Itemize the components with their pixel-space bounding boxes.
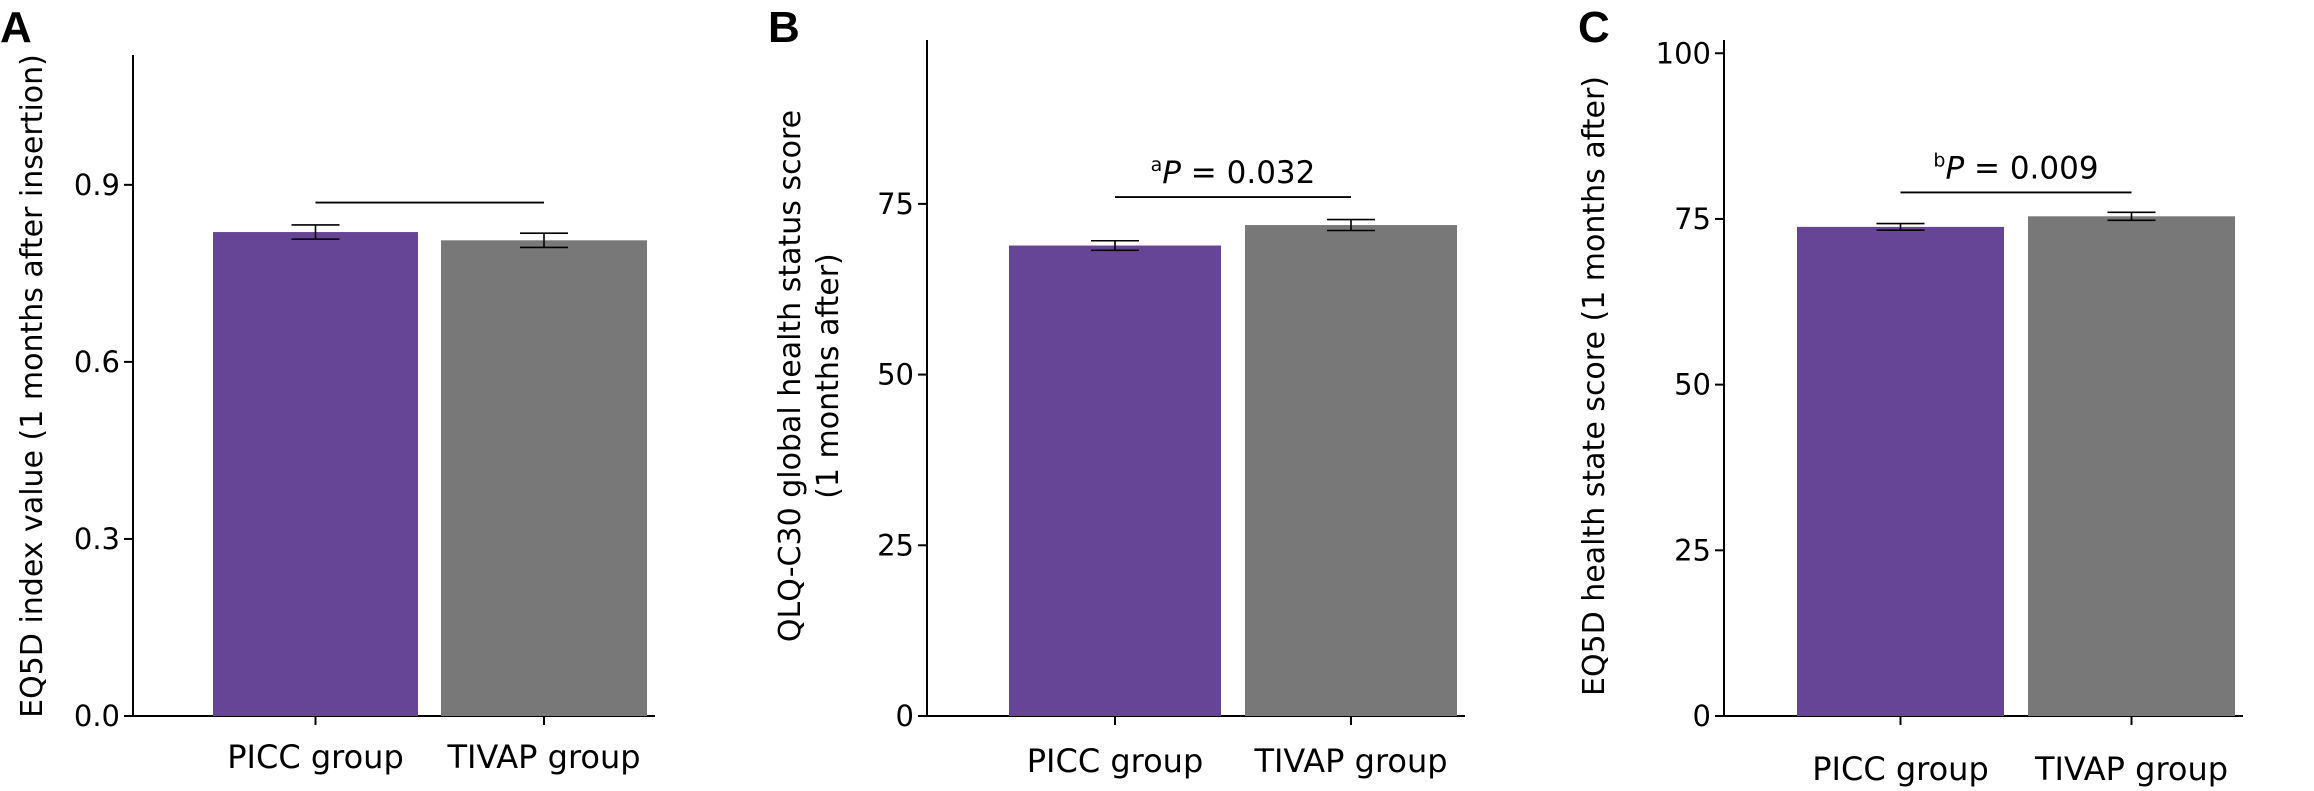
panel-b-y-tick-label: 50 — [877, 358, 914, 392]
panel-a-bar-tivap — [441, 240, 647, 716]
panel-a-chart: 0.0 0.3 0.6 0.9 PICC group TIVAP group EQ5D in… — [15, 54, 655, 776]
panel-a-y-tick-label: 0.9 — [74, 168, 120, 202]
panel-b-significance-label: aP = 0.032 — [1151, 154, 1316, 191]
panel-c-y-tick-label: 50 — [1674, 368, 1711, 402]
panel-a-category-label: TIVAP group — [446, 738, 640, 776]
panel-c-significance-p: P — [1945, 150, 1964, 186]
panel-c-significance-superscript: b — [1933, 149, 1945, 171]
panel-a-category-label: PICC group — [227, 738, 404, 776]
panel-b-chart: 0 25 50 75 PICC group TIVAP group aP = 0.032 QL… — [773, 40, 1465, 780]
panel-c-y-tick-label: 0 — [1693, 699, 1711, 733]
panel-c-significance-label: bP = 0.009 — [1933, 149, 2098, 186]
panel-a-y-tick-label: 0.3 — [74, 522, 120, 556]
panel-c-category-label: TIVAP group — [2034, 750, 2228, 788]
panel-c-chart: 0 25 50 75 100 PICC group TIVAP group bP = 0.00… — [1577, 36, 2243, 788]
panel-a-bar-picc — [213, 232, 418, 716]
panel-c-y-tick-label: 75 — [1674, 202, 1711, 236]
panel-c-significance-value: = 0.009 — [1964, 150, 2098, 186]
panel-b-y-axis-label: QLQ-C30 global health status score (1 mon… — [773, 110, 846, 642]
panel-b-significance-value: = 0.032 — [1181, 155, 1315, 191]
panel-c-y-tick-label: 25 — [1674, 533, 1711, 567]
panel-letter-c: C — [1578, 3, 1610, 52]
panel-a-y-tick-label: 0.6 — [74, 345, 120, 379]
panel-b-y-tick-label: 25 — [877, 528, 914, 562]
panel-b-significance-p: P — [1162, 155, 1181, 191]
panel-b-bar-picc — [1009, 245, 1221, 716]
panel-a-y-axis-label: EQ5D index value (1 months after inserti… — [15, 54, 50, 718]
panel-b-y-axis-label-line: QLQ-C30 global health status score — [773, 110, 808, 642]
panel-b-category-label: PICC group — [1027, 742, 1204, 780]
panel-letter-b: B — [768, 3, 800, 52]
panel-letter-a: A — [0, 3, 32, 52]
panel-b-significance-superscript: a — [1151, 154, 1163, 176]
panel-b-y-tick-label: 75 — [877, 187, 914, 221]
panel-c-bar-picc — [1797, 226, 2004, 717]
panel-c-bar-tivap — [2028, 216, 2235, 716]
panel-b-category-label: TIVAP group — [1253, 742, 1447, 780]
panel-c-y-axis-label: EQ5D health state score (1 months after) — [1577, 76, 1612, 696]
panel-c-y-tick-label: 100 — [1656, 36, 1711, 70]
panel-b-y-tick-label: 0 — [896, 699, 914, 733]
panel-b-y-axis-label-line: (1 months after) — [811, 253, 846, 499]
panel-c-category-label: PICC group — [1812, 750, 1989, 788]
panel-a-y-tick-label: 0.0 — [74, 699, 120, 733]
panel-b-bar-tivap — [1245, 225, 1457, 717]
